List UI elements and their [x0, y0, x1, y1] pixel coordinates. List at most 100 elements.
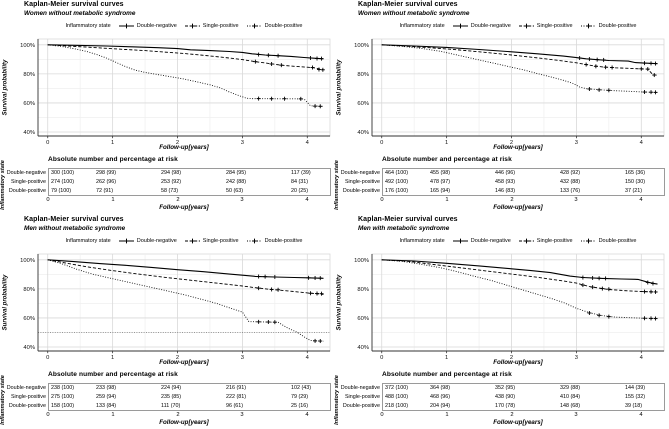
risk-cell: 446 (96) [495, 170, 516, 176]
risk-cell: 300 (100) [51, 170, 75, 176]
svg-text:0: 0 [46, 355, 49, 361]
risk-table-box: 464 (100) 455 (98) 446 (96) 428 (92) 165… [382, 168, 665, 196]
risk-cell: 165 (94) [430, 187, 451, 194]
risk-cell: 158 (100) [51, 402, 75, 409]
risk-row-labels: Double-negative Single-positive Double-p… [334, 384, 380, 411]
svg-text:4: 4 [306, 355, 310, 361]
censor-line-marker-icon [118, 238, 134, 243]
table-row: 372 (100) 364 (98) 352 (95) 329 (88) 144… [383, 384, 664, 393]
risk-row-label: Single-positive [10, 178, 46, 185]
censor-line-marker-icon [518, 238, 534, 243]
risk-table-x-axis-label: Follow-up[years] [159, 419, 209, 426]
risk-cell: 492 (100) [385, 178, 409, 185]
legend-title: Inflammatory state [399, 22, 445, 29]
legend: Inflammatory state Double-negative Singl… [38, 21, 330, 30]
legend-entry-label: Single-positive [202, 22, 239, 29]
panel-subtitle: Men without metabolic syndrome [24, 224, 126, 232]
risk-cell: 204 (94) [430, 402, 451, 409]
table-row: 176 (100) 165 (94) 146 (83) 133 (76) 37 … [383, 187, 664, 196]
risk-cell: 458 (93) [495, 178, 516, 185]
censor-line-marker-icon [452, 23, 468, 28]
risk-row-label: Single-positive [344, 178, 380, 185]
risk-row-labels: Double-negative Single-positive Double-p… [0, 169, 46, 196]
risk-table-x-axis-label: Follow-up[years] [493, 204, 543, 211]
svg-text:1: 1 [445, 140, 448, 146]
legend-entry-label: Double-negative [136, 237, 177, 244]
svg-text:0: 0 [46, 140, 49, 146]
censor-line-marker-icon [580, 238, 596, 243]
risk-table-title: Absolute number and percentage at risk [48, 371, 178, 378]
svg-text:1: 1 [445, 355, 448, 361]
x-tick: 0 [380, 197, 384, 203]
table-row: 218 (100) 204 (94) 170 (78) 148 (68) 39 … [383, 402, 664, 411]
risk-row-labels: Double-negative Single-positive Double-p… [334, 169, 380, 196]
risk-cell: 216 (91) [226, 385, 247, 391]
svg-text:2: 2 [510, 140, 513, 146]
legend-entry: Double-positive [580, 22, 637, 30]
risk-cell: 242 (88) [226, 178, 247, 185]
risk-cell: 50 (63) [226, 187, 244, 194]
x-tick: 3 [574, 197, 578, 203]
risk-table: Double-negative Single-positive Double-p… [334, 383, 668, 411]
risk-cell: 222 (81) [226, 393, 247, 400]
x-tick: 2 [510, 197, 514, 203]
risk-cell: 133 (84) [96, 402, 117, 409]
censor-line-marker-icon [246, 238, 262, 243]
risk-cell: 235 (85) [161, 393, 182, 400]
x-tick: 4 [305, 197, 309, 203]
risk-cell: 165 (36) [625, 170, 646, 176]
svg-text:4: 4 [640, 355, 644, 361]
risk-row-label: Double-negative [6, 384, 46, 391]
survival-chart: 40% 60% 80% 100% 0 1 2 3 4 [354, 253, 665, 361]
svg-text:0: 0 [380, 355, 383, 361]
svg-text:80%: 80% [357, 72, 369, 78]
table-row: 79 (100) 72 (91) 58 (73) 50 (63) 20 (25) [49, 187, 330, 196]
risk-table-x-ticks: 0 1 2 3 4 [0, 197, 334, 204]
x-tick: 4 [639, 197, 643, 203]
risk-cell: 111 (70) [161, 402, 181, 409]
risk-cell: 372 (100) [385, 385, 409, 391]
risk-row-labels: Double-negative Single-positive Double-p… [0, 384, 46, 411]
svg-text:80%: 80% [23, 72, 35, 78]
legend-entry: Double-negative [118, 237, 177, 245]
risk-table: Double-negative Single-positive Double-p… [0, 383, 334, 411]
svg-text:1: 1 [111, 355, 114, 361]
table-row: 300 (100) 298 (99) 294 (98) 284 (95) 117… [49, 169, 330, 178]
legend-entry: Double-negative [118, 22, 177, 30]
svg-text:2: 2 [510, 355, 513, 361]
x-tick: 2 [176, 197, 180, 203]
risk-table-box: 300 (100) 298 (99) 294 (98) 284 (95) 117… [48, 168, 331, 196]
risk-row-label: Double-positive [8, 187, 46, 194]
svg-text:1: 1 [111, 140, 114, 146]
risk-cell: 117 (39) [291, 170, 311, 176]
legend-entry-label: Double-negative [470, 22, 511, 29]
risk-cell: 155 (32) [625, 393, 646, 400]
risk-cell: 455 (98) [430, 170, 451, 176]
risk-cell: 79 (100) [51, 187, 72, 194]
svg-text:2: 2 [176, 355, 179, 361]
svg-text:3: 3 [241, 140, 244, 146]
risk-cell: 176 (100) [385, 187, 409, 194]
risk-cell: 259 (94) [96, 393, 117, 400]
legend-entry-label: Single-positive [536, 22, 573, 29]
svg-text:3: 3 [575, 140, 578, 146]
legend: Inflammatory state Double-negative Singl… [372, 236, 664, 245]
risk-table-title: Absolute number and percentage at risk [382, 371, 512, 378]
legend-title: Inflammatory state [65, 22, 111, 29]
legend-entry: Single-positive [184, 22, 239, 30]
risk-row-label: Single-positive [344, 393, 380, 400]
censor-line-marker-icon [452, 238, 468, 243]
risk-table-x-ticks: 0 1 2 3 4 [0, 412, 334, 419]
svg-text:80%: 80% [23, 287, 35, 293]
svg-text:60%: 60% [23, 101, 35, 107]
risk-table-title: Absolute number and percentage at risk [382, 156, 512, 163]
censor-line-marker-icon [118, 23, 134, 28]
x-tick: 2 [510, 412, 514, 418]
risk-table-x-axis-label: Follow-up[years] [493, 419, 543, 426]
x-tick: 1 [111, 197, 115, 203]
km-panel: Kaplan-Meier survival curves Men without… [0, 215, 334, 429]
risk-cell: 298 (99) [96, 170, 117, 176]
legend: Inflammatory state Double-negative Singl… [38, 236, 330, 245]
risk-cell: 478 (97) [430, 178, 451, 185]
risk-cell: 352 (95) [495, 385, 516, 391]
